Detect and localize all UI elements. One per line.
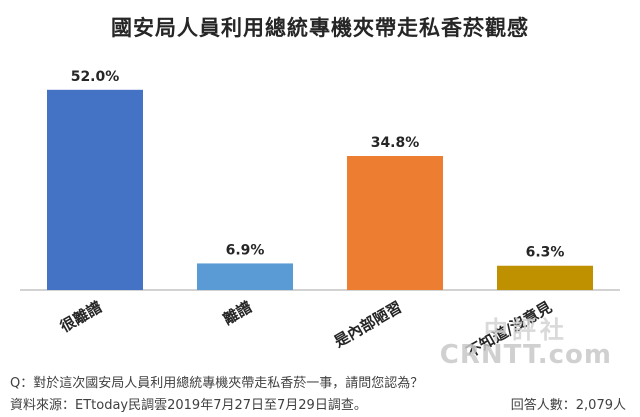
data-label-4: 6.3% [526, 245, 565, 261]
chart-title: 國安局人員利用總統專機夾帶走私香菸觀感 [111, 16, 529, 40]
bar-4 [497, 265, 593, 290]
data-source: 資料來源：ETtoday民調雲2019年7月27日至7月29日調查。 [10, 398, 367, 413]
survey-question: Q：對於這次國安局人員利用總統專機夾帶走私香菸一事，請問您認為？ [10, 376, 424, 391]
data-label-1: 52.0% [71, 69, 120, 85]
respondent-count: 回答人數：2,079人 [510, 398, 626, 413]
watermark-logo: 中評社 CRNTT.com [440, 318, 612, 368]
data-label-2: 6.9% [226, 242, 265, 258]
data-label-3: 34.8% [371, 135, 420, 151]
category-label-3: 是內部陋習 [330, 298, 405, 352]
watermark-top: 中評社 [483, 316, 568, 344]
bar-3 [347, 156, 443, 290]
bar-1 [47, 89, 143, 290]
category-label-2: 離譜 [220, 298, 255, 329]
bar-2 [197, 263, 293, 290]
category-label-1: 很離譜 [56, 298, 105, 337]
watermark-bottom: CRNTT.com [439, 340, 612, 370]
